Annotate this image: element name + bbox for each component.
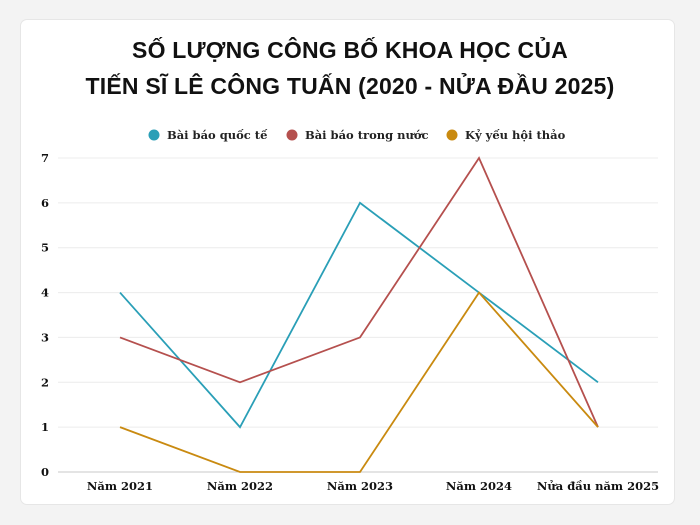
y-tick-label-6: 6 — [41, 196, 49, 210]
chart-title-line-1: SỐ LƯỢNG CÔNG BỐ KHOA HỌC CỦA — [132, 37, 568, 63]
series-line-2 — [119, 291, 599, 473]
legend-marker-1 — [286, 129, 298, 141]
chart-title-line-2: TIẾN SĨ LÊ CÔNG TUẤN (2020 - NỬA ĐẦU 202… — [85, 73, 615, 99]
y-tick-label-1: 1 — [41, 420, 49, 434]
x-tick-label-2: Năm 2023 — [327, 479, 393, 493]
x-tick-label-0: Năm 2021 — [87, 479, 153, 493]
y-tick-label-5: 5 — [41, 241, 49, 255]
y-tick-label-3: 3 — [41, 330, 49, 344]
y-tick-label-4: 4 — [41, 286, 49, 300]
legend-label-0: Bài báo quốc tế — [167, 128, 268, 142]
series-line-1 — [119, 156, 599, 428]
legend-marker-2 — [446, 129, 458, 141]
legend-label-1: Bài báo trong nước — [305, 128, 429, 142]
chart-card — [21, 20, 674, 504]
x-tick-label-3: Năm 2024 — [446, 479, 512, 493]
y-tick-label-2: 2 — [41, 375, 49, 389]
series-line-0 — [119, 201, 599, 429]
y-tick-label-0: 0 — [41, 465, 49, 479]
chart-title: SỐ LƯỢNG CÔNG BỐ KHOA HỌC CỦA TIẾN SĨ LÊ… — [0, 32, 700, 104]
legend-label-2: Kỷ yếu hội thảo — [465, 128, 566, 142]
x-tick-label-4: Nửa đầu năm 2025 — [537, 479, 659, 493]
legend-marker-0 — [148, 129, 160, 141]
y-tick-label-7: 7 — [41, 151, 49, 165]
x-tick-label-1: Năm 2022 — [207, 479, 273, 493]
